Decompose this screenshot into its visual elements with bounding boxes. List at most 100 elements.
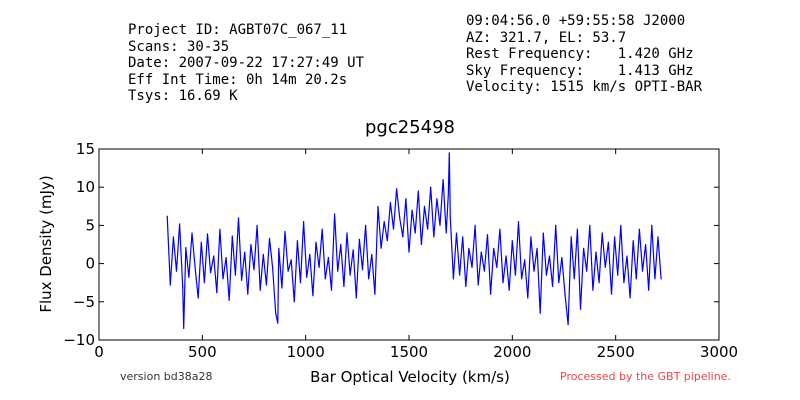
data-point: [250, 243, 252, 246]
data-point: [555, 224, 557, 226]
data-point: [657, 236, 659, 238]
data-point: [355, 297, 357, 299]
info-left-line: Date: 2007-09-22 17:27:49 UT: [128, 55, 365, 72]
data-point: [303, 221, 305, 223]
data-point: [448, 152, 450, 154]
data-point: [358, 238, 360, 240]
data-point: [225, 256, 227, 259]
data-point: [462, 236, 464, 238]
data-point: [610, 293, 613, 295]
data-point: [188, 276, 190, 278]
data-point: [222, 278, 224, 280]
data-point: [396, 188, 398, 190]
data-point: [459, 274, 461, 276]
data-point: [277, 322, 279, 324]
data-point: [417, 190, 419, 192]
data-point: [275, 312, 277, 314]
data-point: [268, 237, 271, 239]
data-point: [468, 247, 470, 249]
data-point: [278, 247, 280, 249]
data-point: [471, 266, 473, 268]
data-point: [340, 243, 342, 246]
data-point: [536, 247, 538, 249]
data-point: [548, 255, 551, 257]
data-point: [517, 221, 520, 223]
data-point: [592, 289, 594, 291]
data-point: [480, 251, 482, 253]
data-point: [651, 224, 653, 226]
data-point: [493, 247, 495, 249]
data-point: [290, 259, 292, 261]
y-tick-label: 10: [76, 178, 95, 196]
data-point: [447, 194, 449, 196]
data-point: [374, 293, 376, 295]
x-tick-label: 1500: [390, 343, 428, 361]
data-point: [312, 295, 314, 297]
y-axis-label: Flux Density (mJy): [37, 175, 55, 312]
pipeline-label: Processed by the GBT pipeline.: [560, 370, 731, 383]
data-point: [228, 299, 230, 301]
data-point: [573, 278, 575, 280]
data-point: [231, 235, 233, 237]
data-point: [330, 289, 333, 291]
data-point: [567, 324, 569, 326]
data-point: [179, 223, 181, 225]
data-point: [315, 241, 317, 243]
info-right-line: Rest Frequency: 1.420 GHz: [466, 46, 694, 63]
info-right-line: 09:04:56.0 +59:55:58 J2000: [466, 13, 686, 29]
data-point: [200, 241, 202, 243]
data-point: [259, 289, 261, 291]
data-point: [660, 278, 662, 280]
y-tick-label: −5: [73, 293, 95, 311]
data-point: [203, 282, 205, 284]
data-point: [185, 247, 187, 249]
data-point: [483, 270, 485, 272]
data-point: [197, 297, 199, 299]
data-point: [272, 266, 274, 268]
data-point: [430, 186, 432, 188]
data-point: [389, 201, 391, 204]
data-point: [514, 274, 517, 276]
data-point: [244, 251, 246, 253]
spectrum-series-line: [166, 152, 662, 329]
data-point: [496, 266, 498, 268]
data-point: [371, 253, 373, 255]
data-point: [442, 179, 444, 181]
info-left-line: Tsys: 16.69 K: [128, 88, 238, 105]
data-point: [648, 289, 650, 291]
data-point: [241, 279, 243, 281]
data-point: [346, 232, 348, 234]
data-point: [210, 272, 212, 274]
data-point: [377, 205, 379, 207]
data-point: [465, 285, 467, 288]
data-point: [191, 232, 193, 234]
data-point: [327, 256, 329, 259]
x-axis-label: Bar Optical Velocity (km/s): [310, 368, 510, 386]
data-point: [309, 253, 311, 255]
y-tick-label: 0: [85, 255, 95, 273]
data-point: [194, 266, 196, 268]
data-point: [380, 247, 382, 249]
data-point: [299, 282, 302, 284]
data-point: [352, 249, 354, 251]
data-point: [368, 278, 370, 280]
data-point: [641, 270, 644, 272]
data-point: [576, 228, 579, 230]
x-tick-label: 2500: [597, 343, 635, 361]
data-point: [324, 278, 326, 280]
data-point: [604, 266, 606, 268]
data-point: [539, 312, 541, 314]
info-left-line: Eff Int Time: 0h 14m 20.2s: [128, 71, 348, 88]
data-point: [237, 217, 240, 219]
data-point: [632, 240, 634, 242]
data-point: [234, 274, 236, 276]
version-label: version bd38a28: [120, 370, 213, 383]
data-point: [219, 228, 221, 230]
data-point: [399, 217, 401, 219]
data-point: [620, 224, 622, 226]
x-tick-label: 3000: [700, 343, 738, 361]
data-point: [511, 240, 513, 242]
data-point: [607, 241, 610, 243]
data-point: [449, 217, 451, 219]
